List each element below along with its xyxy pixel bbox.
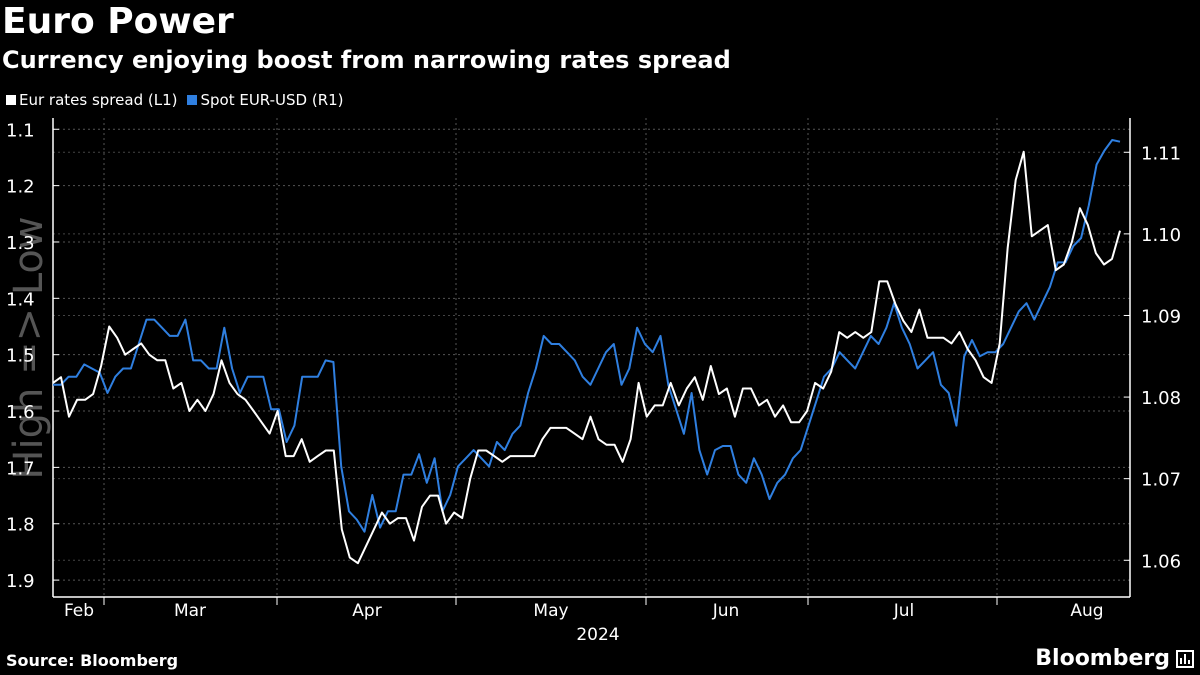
legend-item-eurusd: Spot EUR-USD (R1) [187, 90, 344, 110]
legend-item-spread: Eur rates spread (L1) [6, 90, 177, 110]
year-label: 2024 [576, 625, 619, 645]
right-tick-label: 1.09 [1141, 306, 1181, 327]
legend-swatch-blue [187, 95, 198, 105]
series-lines [52, 139, 1121, 565]
watermark-text: High => Low [6, 216, 52, 479]
left-tick-label: 1.7 [6, 458, 35, 479]
x-tick-label: Mar [174, 601, 206, 621]
x-tick-label: Jul [893, 601, 915, 621]
x-tick-label: Apr [352, 601, 381, 621]
right-tick-label: 1.06 [1141, 551, 1181, 572]
right-tick-label: 1.08 [1141, 388, 1181, 409]
left-tick-label: 1.6 [6, 402, 35, 423]
x-tick-label: Feb [64, 601, 94, 621]
chart-title: Euro Power [2, 1, 234, 42]
legend: Eur rates spread (L1) Spot EUR-USD (R1) [6, 90, 354, 110]
series-line-rates-spread [52, 150, 1121, 565]
right-tick-label: 1.07 [1141, 470, 1181, 491]
right-tick-label: 1.10 [1141, 225, 1181, 246]
bloomberg-brand: Bloomberg [1035, 646, 1194, 672]
left-tick-label: 1.5 [6, 346, 35, 367]
left-tick-label: 1.1 [6, 120, 35, 141]
grid-lines [53, 118, 1130, 597]
legend-swatch-white [6, 95, 16, 105]
legend-label-eurusd: Spot EUR-USD (R1) [200, 91, 344, 109]
chart-subtitle: Currency enjoying boost from narrowing r… [2, 46, 731, 74]
right-tick-label: 1.11 [1141, 143, 1181, 164]
left-axis-ticks: 1.1 1.2 1.3 1.4 1.5 1.6 1.7 1.8 1.9 [6, 120, 59, 592]
legend-label-spread: Eur rates spread (L1) [19, 91, 178, 109]
series-line-eur-usd [53, 139, 1121, 533]
left-tick-label: 1.9 [6, 571, 35, 592]
brand-text: Bloomberg [1035, 646, 1170, 671]
left-tick-label: 1.8 [6, 515, 35, 536]
left-tick-label: 1.4 [6, 289, 35, 310]
x-tick-label: Jun [712, 601, 740, 621]
source-note: Source: Bloomberg [6, 651, 179, 670]
bloomberg-chart-icon [1176, 650, 1194, 668]
left-tick-label: 1.3 [6, 233, 35, 254]
x-tick-label: Aug [1070, 601, 1103, 621]
x-axis-ticks: Feb Mar Apr May Jun Jul Aug [64, 597, 1104, 621]
x-tick-label: May [533, 601, 568, 621]
right-axis-ticks: 1.06 1.07 1.08 1.09 1.10 1.11 [1124, 143, 1181, 572]
axes [52, 118, 1131, 598]
left-tick-label: 1.2 [6, 177, 35, 198]
